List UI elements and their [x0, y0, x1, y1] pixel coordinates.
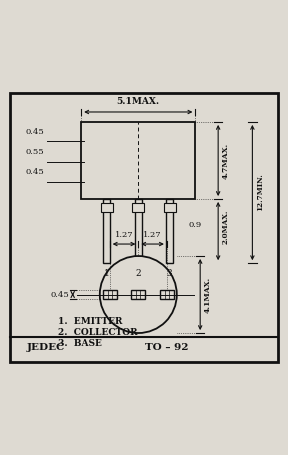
Text: 0.9: 0.9	[188, 222, 202, 229]
Text: 0.45: 0.45	[25, 127, 44, 136]
Text: 3.  BASE: 3. BASE	[58, 339, 102, 348]
Bar	[132, 203, 144, 212]
Text: 1: 1	[104, 269, 110, 278]
Text: 3: 3	[167, 269, 173, 278]
Text: 4.1MAX.: 4.1MAX.	[204, 277, 212, 313]
Text: 2.0MAX.: 2.0MAX.	[221, 210, 230, 244]
Bar	[131, 290, 145, 299]
Text: 0.55: 0.55	[26, 147, 44, 156]
Text: JEDEC: JEDEC	[27, 344, 65, 352]
Text: 1.27: 1.27	[143, 231, 162, 239]
Circle shape	[100, 256, 177, 333]
Bar	[103, 199, 111, 263]
Text: TO – 92: TO – 92	[145, 344, 189, 352]
Bar	[164, 203, 175, 212]
Text: 5.1MAX.: 5.1MAX.	[117, 97, 160, 106]
Bar	[81, 122, 195, 199]
Text: 2: 2	[135, 269, 141, 278]
Text: 0.45: 0.45	[50, 291, 69, 298]
Text: 0.45: 0.45	[25, 168, 44, 176]
Bar	[103, 290, 117, 299]
Text: 1.27: 1.27	[115, 231, 133, 239]
Text: 1.  EMITTER: 1. EMITTER	[58, 317, 123, 326]
Text: 4.7MAX.: 4.7MAX.	[221, 142, 230, 178]
Text: 12.7MIN.: 12.7MIN.	[256, 174, 264, 212]
Bar	[135, 199, 142, 263]
Text: 2.  COLLECTOR: 2. COLLECTOR	[58, 328, 138, 337]
Bar	[166, 199, 173, 263]
Bar	[101, 203, 113, 212]
Bar	[160, 290, 174, 299]
